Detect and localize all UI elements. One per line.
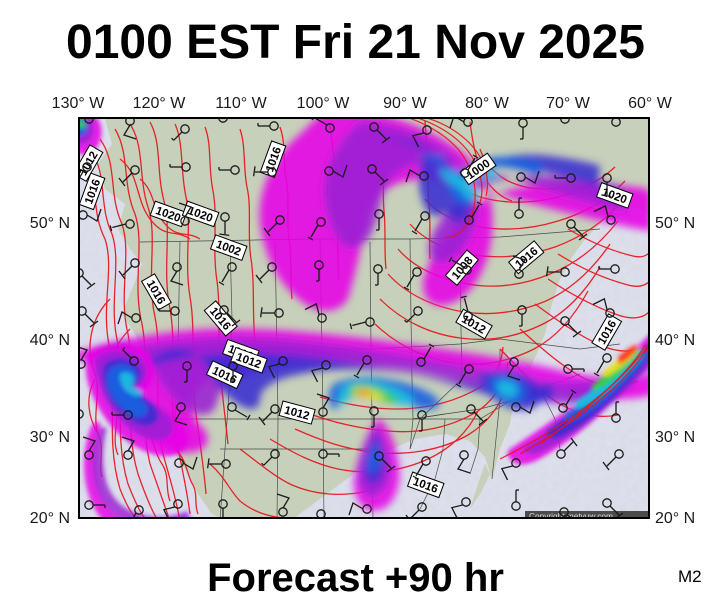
svg-text:Copyright metvuw.com: Copyright metvuw.com	[529, 511, 613, 519]
